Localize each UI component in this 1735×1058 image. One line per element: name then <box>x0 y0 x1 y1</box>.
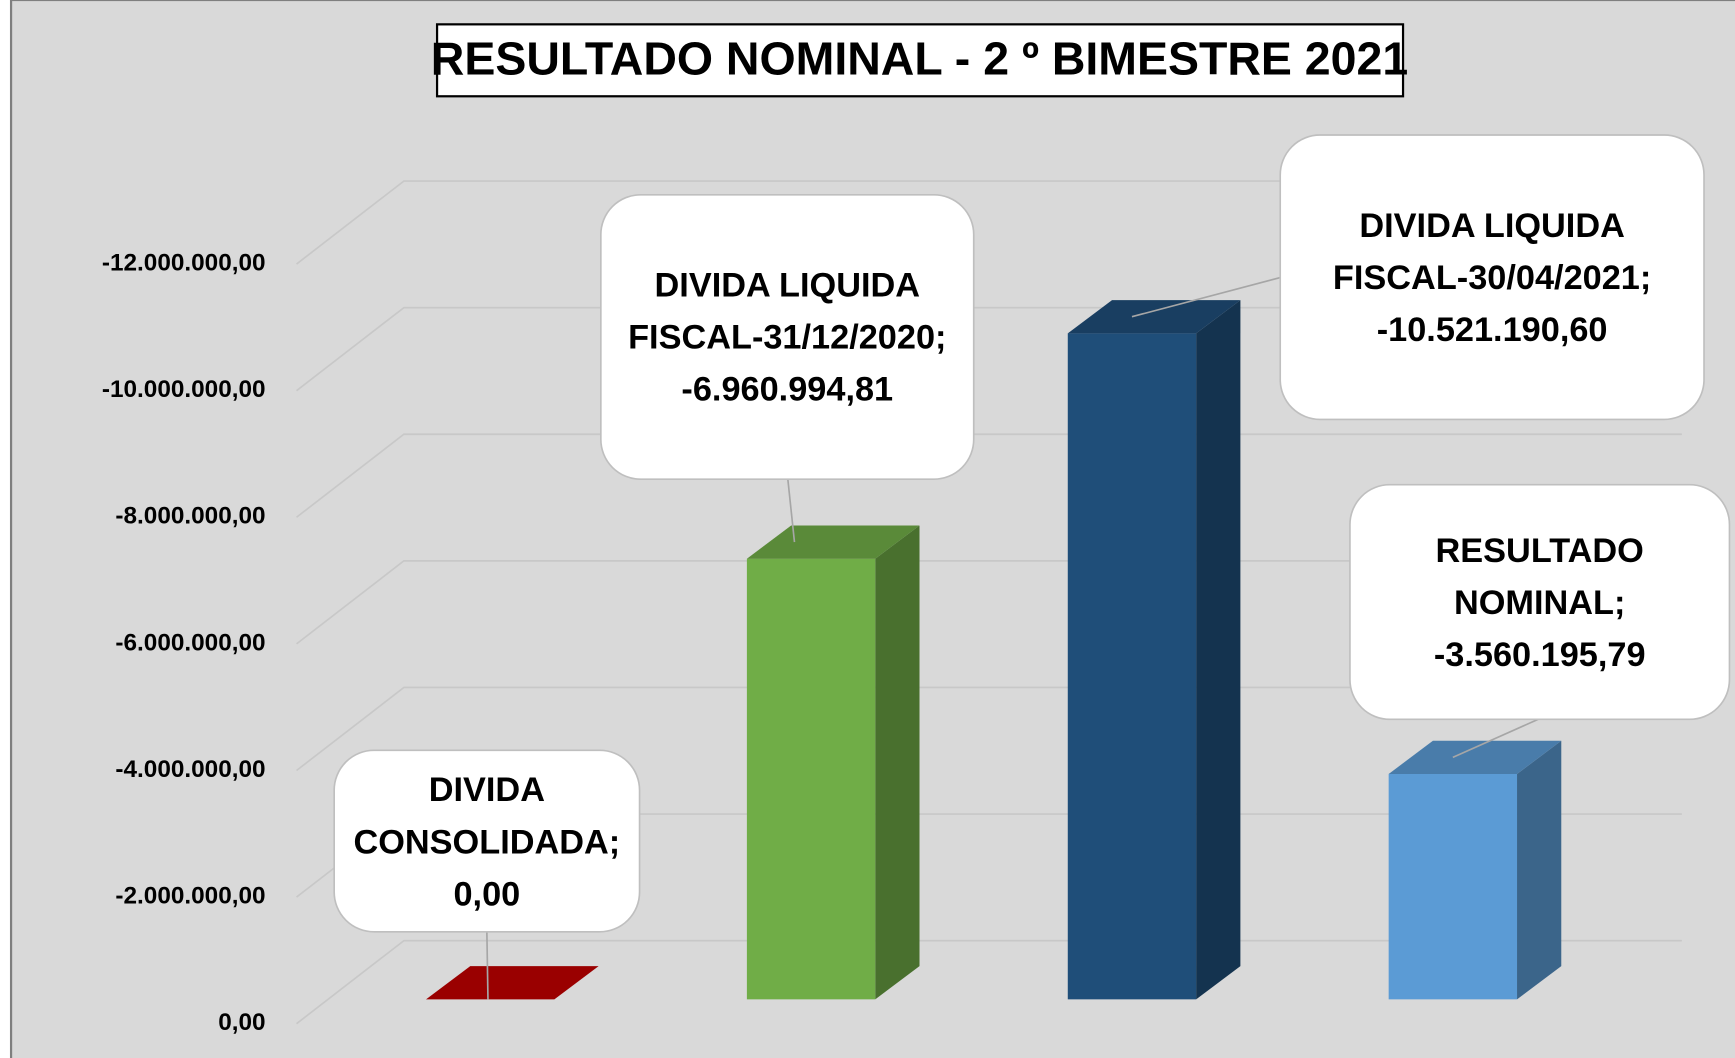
bar-front <box>1067 333 1197 1000</box>
data-label-box <box>600 193 975 481</box>
y-tick-label: -6.000.000,00 <box>115 629 265 656</box>
data-label: DIVIDA LIQUIDA FISCAL-31/12/2020; -6.960… <box>628 265 947 409</box>
bar <box>1388 740 1562 1000</box>
y-tick-label: -10.000.000,00 <box>102 376 266 403</box>
bar-front <box>746 558 876 1000</box>
data-label-box <box>333 749 641 933</box>
data-label-area: RESULTADO NOMINAL; -3.560.195,79 <box>1433 530 1646 674</box>
data-label-area: DIVIDA LIQUIDA FISCAL-30/04/2021; -10.52… <box>1332 205 1652 349</box>
leader-line <box>486 931 489 1000</box>
grid-line <box>296 939 1682 1025</box>
data-label: DIVIDA LIQUIDA FISCAL-30/04/2021; -10.52… <box>1332 205 1652 349</box>
bar-top <box>426 966 599 1000</box>
bar-front <box>1388 773 1518 1000</box>
leader-line <box>1452 718 1539 759</box>
leader-line <box>1131 275 1284 318</box>
y-tick-label: -2.000.000,00 <box>115 883 265 910</box>
data-label: RESULTADO NOMINAL; -3.560.195,79 <box>1433 530 1646 674</box>
leader-line <box>787 479 796 543</box>
y-tick-label: -4.000.000,00 <box>115 756 265 783</box>
y-tick-label: -8.000.000,00 <box>115 503 265 530</box>
grid-line <box>296 433 1682 518</box>
data-label-area: DIVIDA CONSOLIDADA; 0,00 <box>353 769 621 913</box>
grid-line <box>296 560 1682 645</box>
bar-top <box>1067 300 1241 334</box>
data-label-box <box>1349 483 1731 721</box>
bar-top <box>1388 740 1562 774</box>
data-label-box <box>1279 134 1705 421</box>
bar-side <box>1517 740 1562 1000</box>
grid-line <box>296 180 1682 265</box>
y-tick-label: -12.000.000,00 <box>102 249 266 276</box>
grid-line <box>296 306 1682 392</box>
title-box <box>435 23 1405 98</box>
data-label: DIVIDA CONSOLIDADA; 0,00 <box>353 769 621 913</box>
data-label-area: DIVIDA LIQUIDA FISCAL-31/12/2020; -6.960… <box>628 265 947 409</box>
bar-side <box>1196 300 1241 1000</box>
y-tick-label: 0,00 <box>218 1009 265 1036</box>
grid-line <box>296 686 1682 772</box>
bar <box>426 966 599 1000</box>
chart-title: RESULTADO NOMINAL - 2 º BIMESTRE 2021 <box>431 32 1408 84</box>
bar <box>1067 300 1241 1000</box>
bar <box>746 525 920 1000</box>
bar-side <box>875 525 920 1000</box>
bar-top <box>746 525 920 559</box>
